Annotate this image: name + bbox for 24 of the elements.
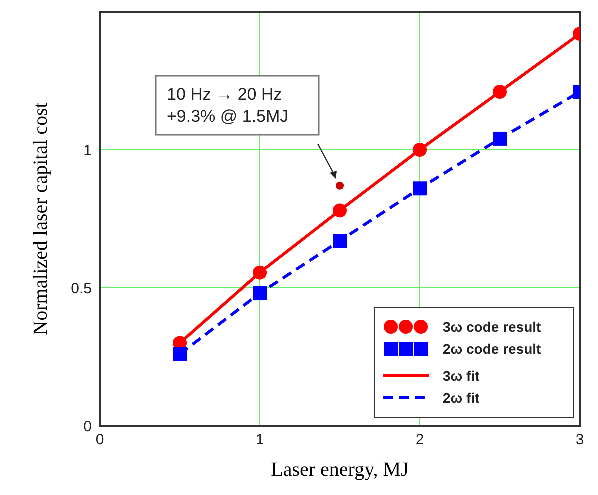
point xyxy=(333,234,347,248)
point xyxy=(173,347,187,362)
legend-label: 3ω fit xyxy=(443,368,480,384)
y-axis-title: Normalized laser capital cost xyxy=(30,102,52,336)
legend-label: 2ω code result xyxy=(443,341,542,357)
y-tick-label: 1 xyxy=(84,142,92,160)
point xyxy=(493,85,507,100)
point xyxy=(253,286,267,301)
annotation: 10 Hz → 20 Hz +9.3% @ 1.5MJ xyxy=(167,85,289,126)
point xyxy=(413,143,427,157)
legend-label: 3ω code result xyxy=(443,319,542,335)
legend-label: 2ω fit xyxy=(443,390,480,406)
y-tick-label: 0.5 xyxy=(71,280,92,298)
point xyxy=(253,266,267,280)
x-axis-title: Laser energy, MJ xyxy=(271,459,410,481)
point xyxy=(333,204,347,218)
y-tick-label: 0 xyxy=(84,418,92,436)
x-tick-label: 2 xyxy=(416,432,424,449)
x-tick-label: 1 xyxy=(256,432,264,449)
point xyxy=(336,182,344,190)
point xyxy=(493,132,507,146)
x-tick-label: 0 xyxy=(96,432,104,449)
x-tick-label: 3 xyxy=(576,432,584,449)
point xyxy=(413,182,427,196)
